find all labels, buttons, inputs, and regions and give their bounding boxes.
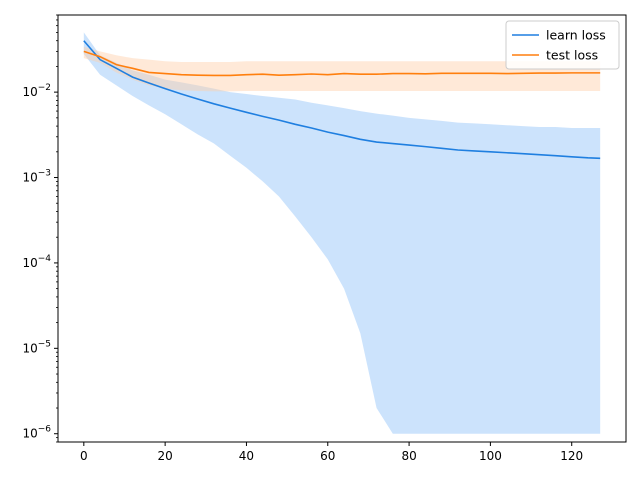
axes-frame [57,14,627,443]
learn-loss-band [83,32,601,434]
test-loss-line [83,50,601,77]
plot-area [83,32,601,434]
y-tick-label: 10−3 [22,169,51,185]
x-tick-label: 40 [239,449,254,463]
x-tick-label: 0 [80,449,88,463]
x-tick-label: 120 [560,449,583,463]
test-loss-legend-label: test loss [546,48,598,63]
x-tick-label: 20 [157,449,172,463]
y-tick-label: 10−4 [22,254,51,270]
x-axis: 0 20 40 60 80 100 120 [80,442,583,463]
x-tick-label: 60 [320,449,335,463]
x-tick-label: 100 [479,449,502,463]
y-tick-label: 10−6 [22,425,51,441]
y-axis: 10−6 10−5 10−4 10−3 10−2 [22,14,58,443]
legend-box [505,20,620,70]
x-tick-label: 80 [401,449,416,463]
test-loss-band [83,46,601,92]
learn-loss-legend-label: learn loss [546,28,606,43]
y-tick-label: 10−2 [22,83,51,99]
legend: learn loss test loss [505,20,620,70]
learn-loss-line [83,40,601,160]
series-layer [83,32,601,434]
y-tick-label: 10−5 [22,339,51,355]
